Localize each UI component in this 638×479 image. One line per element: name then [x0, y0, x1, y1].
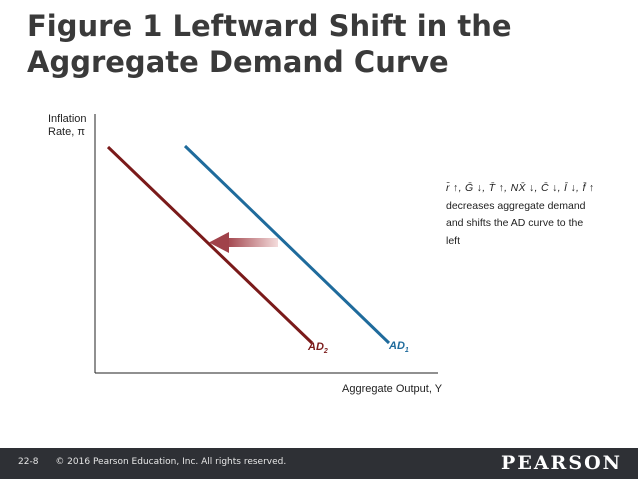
ad1-label: AD1	[389, 340, 409, 354]
annotation-line3: left	[446, 234, 461, 247]
ad2-label-subscript: 2	[323, 348, 328, 356]
footer-left: 22-8 © 2016 Pearson Education, Inc. All …	[18, 457, 300, 467]
y-axis-label-line1: Inflation	[48, 113, 87, 125]
ad2-label: AD2	[308, 341, 328, 355]
annotation-line1: decreases aggregate demand	[446, 199, 586, 212]
slide-title-line2: Aggregate Demand Curve	[27, 45, 449, 79]
pearson-logo: PEARSON	[501, 452, 622, 474]
x-axis-label: Aggregate Output, Y	[342, 383, 443, 395]
shift-left-arrow	[209, 232, 278, 253]
annotation-formula: r̄ ↑, Ḡ ↓, T̄ ↑, NX̄ ↓, C̄ ↓, Ī ↓, f̄ ↑	[446, 182, 595, 194]
annotation-line2: and shifts the AD curve to the	[446, 217, 584, 229]
ad1-curve	[183, 144, 391, 345]
ad1-label-text: AD	[389, 340, 405, 352]
footer-bar: 22-8 © 2016 Pearson Education, Inc. All …	[0, 448, 638, 479]
y-axis-label: Inflation Rate, π	[48, 113, 87, 139]
ad2-curve	[106, 145, 314, 345]
copyright-text: © 2016 Pearson Education, Inc. All right…	[55, 457, 287, 467]
y-axis-label-line2: Rate, π	[48, 126, 85, 138]
slide-title: Figure 1 Leftward Shift in the Aggregate…	[27, 8, 627, 80]
ad2-label-text: AD	[308, 341, 324, 353]
slide-title-line1: Figure 1 Leftward Shift in the	[27, 9, 512, 43]
page-number: 22-8	[18, 457, 39, 467]
ad1-label-subscript: 1	[404, 347, 409, 355]
shift-annotation: r̄ ↑, Ḡ ↓, T̄ ↑, NX̄ ↓, C̄ ↓, Ī ↓, f̄ ↑ …	[446, 180, 606, 250]
